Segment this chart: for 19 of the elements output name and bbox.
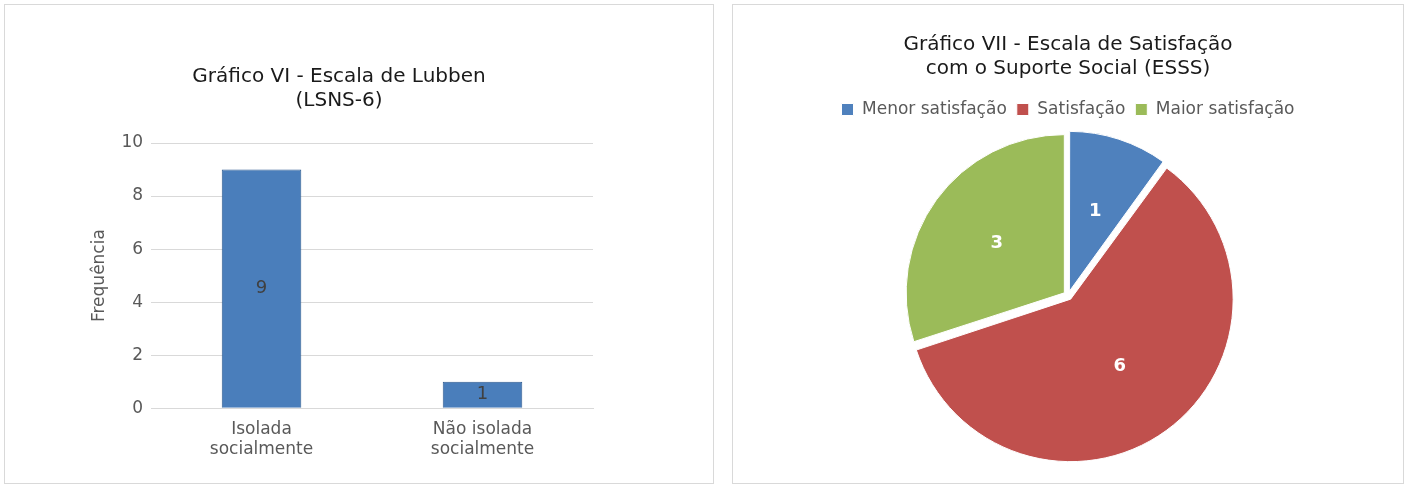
- y-tick-label: 6: [132, 237, 144, 258]
- y-tick-label: 2: [132, 343, 144, 364]
- y-tick-label: 0: [132, 396, 144, 417]
- data-label: 1: [1088, 199, 1102, 221]
- legend-label: Satisfação: [1037, 97, 1126, 118]
- x-tick-label: Não isolada socialmente: [430, 417, 535, 459]
- chart-title: Gráfico VI - Escala de Lubben (LSNS-6): [192, 63, 486, 112]
- y-tick-label: 4: [132, 290, 144, 311]
- chart-title: Gráfico VII - Escala de Satisfação com o Suporte Social (ESSS): [903, 31, 1233, 80]
- data-label: 1: [476, 382, 489, 404]
- legend-label: Menor satisfação: [862, 97, 1007, 118]
- data-label: 9: [255, 276, 268, 298]
- y-tick-label: 10: [121, 131, 144, 152]
- x-tick-label: Isolada socialmente: [209, 417, 314, 459]
- y-axis-title: Frequência: [87, 229, 108, 323]
- data-label: 6: [1113, 354, 1126, 376]
- y-tick-label: 8: [132, 184, 144, 205]
- legend-label: Maior satisfação: [1155, 97, 1295, 118]
- data-label: 3: [990, 231, 1004, 253]
